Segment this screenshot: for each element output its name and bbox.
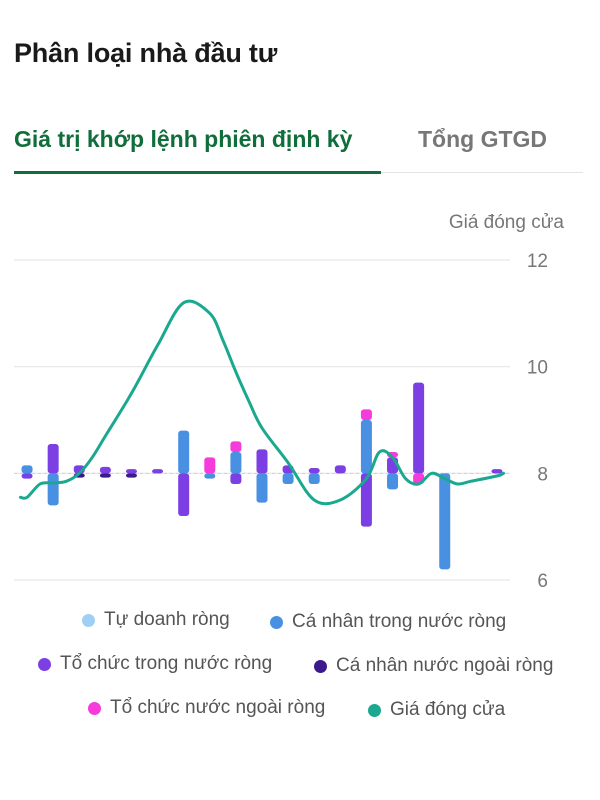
bar-to-chuc-trong-nuoc: [230, 473, 242, 484]
bar-ca-nhan-trong-nuoc: [47, 473, 59, 506]
bar-to-chuc-nuoc-ngoai: [360, 409, 372, 420]
bar-to-chuc-trong-nuoc: [413, 382, 425, 474]
legend-dot-icon: [38, 657, 51, 671]
legend-label: Cá nhân trong nước ròng: [292, 611, 507, 632]
tab-total-trading-value[interactable]: Tổng GTGD: [418, 126, 548, 152]
legend-dot-icon: [368, 703, 381, 717]
y-axis-ticks: 12 10 8 6: [527, 251, 548, 592]
legend-label: Cá nhân nước ngoài ròng: [336, 655, 554, 676]
page-title: Phân loại nhà đầu tư: [14, 38, 278, 68]
grid-lines: [14, 259, 510, 581]
legend-dot-icon: [270, 615, 283, 629]
bar-to-chuc-nuoc-ngoai: [204, 457, 216, 474]
bar-ca-nhan-trong-nuoc: [178, 430, 190, 474]
bar-to-chuc-trong-nuoc: [152, 469, 164, 474]
bar-to-chuc-trong-nuoc: [47, 444, 59, 474]
tab-bar: Giá trị khớp lệnh phiên định kỳ Tổng GTG…: [14, 118, 583, 174]
bar-ca-nhan-nuoc-ngoai: [99, 473, 111, 478]
legend-dot-icon: [88, 701, 101, 715]
bar-to-chuc-nuoc-ngoai: [230, 441, 242, 452]
bar-ca-nhan-trong-nuoc: [21, 465, 33, 474]
bar-to-chuc-trong-nuoc: [178, 473, 190, 516]
legend-dot-icon: [314, 659, 327, 673]
bar-to-chuc-trong-nuoc: [360, 473, 372, 527]
chart-legend: Tự doanh ròng Cá nhân trong nước ròng Tổ c…: [0, 600, 600, 740]
legend-label: Tổ chức nước ngoài ròng: [110, 697, 326, 718]
price-line-group: [19, 299, 505, 506]
bar-ca-nhan-trong-nuoc: [387, 473, 399, 490]
bar-to-chuc-trong-nuoc: [256, 449, 268, 474]
legend-item[interactable]: Tổ chức trong nước ròng: [38, 653, 272, 675]
legend-label: Giá đóng cửa: [390, 699, 506, 720]
legend-item[interactable]: Tự doanh ròng: [82, 609, 230, 631]
bar-to-chuc-trong-nuoc: [21, 473, 33, 479]
right-axis-title: Giá đóng cửa: [449, 212, 565, 233]
legend-item[interactable]: Cá nhân nước ngoài ròng: [314, 655, 553, 677]
y-tick-label: 8: [537, 464, 548, 485]
legend-label: Tự doanh ròng: [104, 609, 230, 630]
legend-item[interactable]: Giá đóng cửa: [368, 699, 505, 721]
legend-dot-icon: [82, 613, 95, 627]
bar-ca-nhan-nuoc-ngoai: [125, 473, 137, 478]
legend-item[interactable]: Cá nhân trong nước ròng: [270, 611, 506, 633]
legend-item[interactable]: Tổ chức nước ngoài ròng: [88, 697, 325, 719]
bar-series-group: [21, 382, 503, 570]
legend-label: Tổ chức trong nước ròng: [60, 653, 273, 674]
bar-ca-nhan-trong-nuoc: [360, 420, 372, 474]
bar-to-chuc-trong-nuoc: [99, 466, 111, 474]
bar-to-chuc-trong-nuoc: [491, 469, 503, 474]
bar-ca-nhan-trong-nuoc: [308, 473, 320, 484]
y-tick-label: 10: [527, 358, 548, 379]
price-line: [19, 299, 505, 506]
bar-ca-nhan-trong-nuoc: [439, 473, 451, 570]
bar-ca-nhan-trong-nuoc: [256, 473, 268, 503]
bar-to-chuc-trong-nuoc: [125, 469, 137, 474]
tab-periodic-matched-value[interactable]: Giá trị khớp lệnh phiên định kỳ: [14, 126, 353, 152]
active-tab-indicator: [14, 171, 381, 174]
bar-ca-nhan-trong-nuoc: [282, 473, 294, 484]
y-tick-label: 6: [537, 571, 548, 592]
bar-ca-nhan-trong-nuoc: [204, 473, 216, 479]
bar-ca-nhan-trong-nuoc: [230, 452, 242, 474]
bar-to-chuc-trong-nuoc: [308, 468, 320, 474]
investor-classification-chart: Giá đóng cửa 12 10 8 6: [14, 212, 565, 592]
y-tick-label: 12: [527, 251, 548, 272]
bar-to-chuc-trong-nuoc: [334, 465, 346, 474]
